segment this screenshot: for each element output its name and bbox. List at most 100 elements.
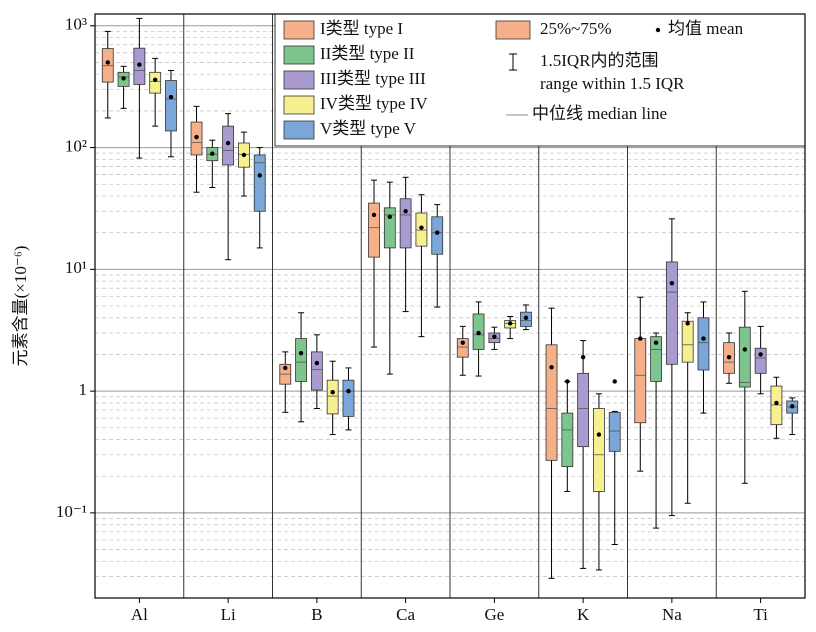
x-tick-label: Ti [753, 605, 768, 624]
box-group [488, 326, 501, 350]
legend-label: 25%~75% [540, 19, 612, 38]
box-group [770, 376, 783, 439]
mean-dot [612, 379, 617, 384]
mean-dot [371, 212, 377, 218]
mean-dot [105, 60, 110, 65]
legend-label: range within 1.5 IQR [540, 74, 685, 93]
mean-dot [685, 321, 690, 326]
box-group [456, 325, 469, 376]
mean-dot [168, 94, 174, 100]
mean-dot [596, 432, 602, 437]
mean-dot [476, 330, 481, 336]
box [456, 338, 469, 358]
legend-label: 中位线 median line [532, 104, 667, 123]
box-group [504, 315, 517, 340]
box [383, 207, 396, 249]
box [697, 317, 710, 371]
box [681, 320, 694, 363]
box-group [206, 139, 219, 189]
mean-dot [653, 340, 659, 345]
box [342, 379, 355, 417]
mean-dot [283, 365, 288, 371]
mean-dot [241, 152, 247, 158]
mean-dot [403, 209, 408, 214]
mean-dot [774, 400, 779, 406]
box-group [472, 301, 485, 377]
x-tick-label: Al [131, 605, 148, 624]
mean-dot [460, 340, 465, 345]
mean-dot [638, 336, 643, 341]
box [634, 338, 647, 424]
mean-dot [121, 76, 126, 81]
y-tick-label: 10¹ [65, 258, 87, 277]
box [561, 412, 574, 467]
mean-dot [565, 379, 570, 384]
box-group [577, 340, 590, 569]
box [253, 154, 266, 212]
box [545, 344, 558, 461]
legend-swatch [283, 70, 315, 90]
box-group [634, 296, 647, 472]
box-group [520, 304, 532, 331]
mean-dot [523, 315, 529, 321]
mean-dot [726, 354, 732, 360]
box-group [310, 334, 323, 409]
box-group [165, 69, 177, 158]
mean-dot [330, 389, 335, 395]
legend-mean-dot [655, 27, 661, 33]
x-tick-label: Na [662, 605, 682, 624]
box-group [295, 312, 307, 423]
x-tick-label: Li [221, 605, 236, 624]
legend-label: V类型 type V [320, 119, 417, 138]
box [608, 411, 621, 452]
box [295, 338, 307, 382]
box-group [368, 179, 380, 348]
box [738, 326, 751, 388]
box [770, 385, 783, 426]
box [577, 372, 590, 448]
box [650, 336, 662, 382]
box-group [326, 360, 339, 436]
box-group [238, 131, 250, 197]
box-group [149, 57, 162, 127]
box-group [101, 30, 114, 119]
mean-dot [507, 321, 513, 326]
mean-dot [790, 404, 795, 409]
box-group [650, 332, 662, 529]
box-group [342, 367, 355, 431]
box-group [608, 379, 621, 546]
mean-dot [257, 173, 262, 178]
mean-dot [580, 354, 586, 360]
x-tick-label: K [577, 605, 590, 624]
box-group [399, 176, 412, 313]
box [431, 216, 444, 255]
box [368, 202, 380, 258]
box-group [415, 194, 428, 338]
legend-label: II类型 type II [320, 44, 415, 63]
x-tick-label: Ca [396, 605, 415, 624]
box-group [593, 393, 605, 571]
box-group [665, 218, 678, 517]
mean-dot [152, 77, 158, 83]
mean-dot [346, 388, 351, 394]
box-group [279, 351, 292, 413]
y-tick-label: 1 [79, 380, 88, 399]
box [326, 379, 339, 415]
legend-swatch [495, 20, 531, 40]
mean-dot [137, 62, 142, 67]
mean-dot [298, 350, 304, 356]
mean-dot [549, 365, 554, 370]
legend-label: I类型 type I [320, 19, 403, 38]
box-group [117, 65, 130, 109]
box-group [738, 290, 751, 484]
box [754, 347, 767, 374]
y-tick-label: 10² [65, 136, 87, 155]
mean-dot [669, 280, 675, 286]
mean-dot [742, 347, 748, 352]
mean-dot [194, 134, 199, 140]
legend-label: 1.5IQR内的范围 [540, 51, 659, 70]
y-axis-label: 元素含量(×10⁻⁶) [11, 246, 30, 367]
mean-dot [387, 214, 393, 220]
legend-swatch [283, 95, 315, 115]
box-group [133, 17, 146, 159]
